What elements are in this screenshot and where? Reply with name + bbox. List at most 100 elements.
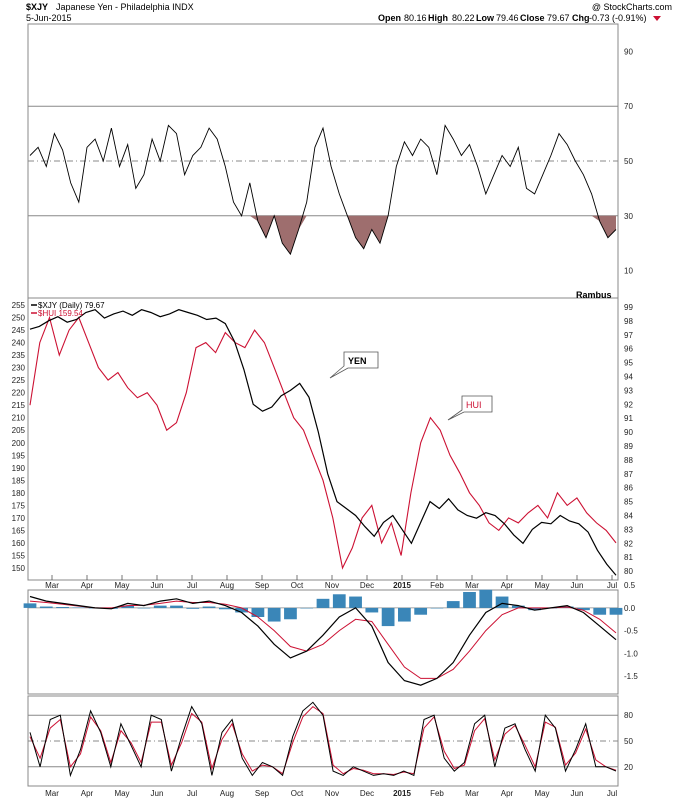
macd-tick-label: 0.5 <box>624 581 636 590</box>
macd-group: 0.5 0.0 -0.5 -1.0 -1.5 <box>23 581 638 686</box>
yen-line <box>29 309 617 576</box>
rsi-tick-label: 50 <box>624 157 633 166</box>
credit-label: Rambus <box>576 290 612 300</box>
macd-histogram-bar <box>479 589 493 608</box>
price-right-tick: 89 <box>624 442 633 451</box>
macd-histogram-bar <box>446 601 460 608</box>
macd-histogram-bar <box>332 594 346 608</box>
price-right-tick: 87 <box>624 470 633 479</box>
price-left-tick: 255 <box>12 301 26 310</box>
macd-histogram-bar <box>121 605 135 608</box>
macd-histogram-bar <box>577 607 590 611</box>
price-left-tick: 165 <box>12 526 26 535</box>
macd-histogram-bar <box>365 607 379 613</box>
stoch-x-label: Nov <box>325 789 339 798</box>
macd-tick-label: -1.0 <box>624 649 638 658</box>
price-left-tick: 195 <box>12 451 26 460</box>
macd-histogram-bar <box>593 607 607 615</box>
macd-histogram-bar <box>609 607 623 615</box>
stoch-tick-label: 80 <box>624 711 633 720</box>
macd-histogram-bar <box>528 607 541 611</box>
price-left-tick: 245 <box>12 326 26 335</box>
stoch-x-label: Apr <box>81 789 94 798</box>
price-left-tick: 250 <box>12 314 26 323</box>
close-value: 79.67 <box>547 13 570 23</box>
price-right-tick: 83 <box>624 525 633 534</box>
price-x-label: Jul <box>607 581 617 590</box>
price-right-tick: 93 <box>624 386 633 395</box>
price-left-tick: 175 <box>12 501 26 510</box>
macd-histogram-bar <box>463 592 476 608</box>
price-right-tick: 92 <box>624 400 633 409</box>
price-x-label: Feb <box>430 581 444 590</box>
price-x-label: Mar <box>465 581 479 590</box>
yen-callout: YEN <box>348 356 367 366</box>
stoch-x-label: Dec <box>360 789 374 798</box>
price-left-tick: 170 <box>12 514 26 523</box>
high-label: High <box>428 13 448 23</box>
macd-tick-label: 0.0 <box>624 604 636 613</box>
macd-histogram-bar <box>153 605 167 608</box>
macd-histogram-bar <box>170 605 183 608</box>
stoch-group: 80 50 20 Mar Apr May Jun Jul Aug Sep Oct Nov Dec 2015… <box>28 701 633 798</box>
watermark: @ StockCharts.com <box>592 2 672 12</box>
stoch-x-label: 2015 <box>393 789 411 798</box>
macd-histogram-bar <box>186 607 200 609</box>
price-left-tick: 240 <box>12 339 26 348</box>
price-right-tick: 80 <box>624 567 633 576</box>
macd-histogram-bar <box>414 607 428 615</box>
macd-histogram-bar <box>495 596 509 608</box>
rsi-tick-label: 10 <box>624 267 633 276</box>
macd-tick-label: -0.5 <box>624 627 638 636</box>
price-x-label: May <box>114 581 129 590</box>
macd-histogram-bar <box>72 607 86 608</box>
price-right-tick: 95 <box>624 359 633 368</box>
chart-title: Japanese Yen - Philadelphia INDX <box>56 2 194 12</box>
macd-tick-label: -1.5 <box>624 672 638 681</box>
price-left-tick: 230 <box>12 364 26 373</box>
price-x-label: 2015 <box>393 581 411 590</box>
rsi-tick-label: 70 <box>624 102 633 111</box>
macd-histogram-bar <box>39 606 53 608</box>
legend-hui: $HUI 159.54 <box>38 309 83 318</box>
price-right-tick: 81 <box>624 553 633 562</box>
price-right-tick: 84 <box>624 511 633 520</box>
yen-callout-box <box>329 351 379 379</box>
price-x-label: Jul <box>187 581 197 590</box>
rsi-tick-label: 30 <box>624 212 633 221</box>
price-x-label: Dec <box>360 581 374 590</box>
price-x-label: May <box>534 581 549 590</box>
stoch-tick-label: 50 <box>624 737 633 746</box>
macd-histogram-bar <box>137 607 151 609</box>
macd-histogram-bar <box>316 598 330 608</box>
stoch-x-label: May <box>534 789 549 798</box>
price-left-tick: 155 <box>12 551 26 560</box>
macd-signal-line <box>29 600 617 679</box>
high-value: 80.22 <box>452 13 475 23</box>
price-x-label: Apr <box>81 581 94 590</box>
price-left-tick: 225 <box>12 376 26 385</box>
price-left-tick: 200 <box>12 439 26 448</box>
rsi-tick-label: 90 <box>624 47 633 56</box>
price-right-tick: 94 <box>624 372 633 381</box>
price-x-label: Aug <box>220 581 234 590</box>
stoch-x-label: May <box>114 789 129 798</box>
stoch-k-line <box>29 701 617 778</box>
macd-histogram-bar <box>511 605 525 608</box>
price-right-tick: 86 <box>624 484 633 493</box>
chg-value: -0.73 (-0.91%) <box>589 13 647 23</box>
price-x-label: Sep <box>255 581 270 590</box>
price-left-tick: 220 <box>12 389 26 398</box>
price-x-label: Mar <box>45 581 59 590</box>
price-left-tick: 150 <box>12 564 26 573</box>
price-right-tick: 82 <box>624 539 633 548</box>
macd-histogram-bar <box>251 607 265 617</box>
price-right-tick: 85 <box>624 498 633 507</box>
chart-symbol: $XJY <box>26 2 48 12</box>
stoch-x-label: Jun <box>571 789 584 798</box>
price-x-label: Oct <box>291 581 304 590</box>
stoch-x-label: Sep <box>255 789 270 798</box>
macd-histogram-bar <box>381 607 395 627</box>
macd-histogram-bar <box>235 607 248 613</box>
